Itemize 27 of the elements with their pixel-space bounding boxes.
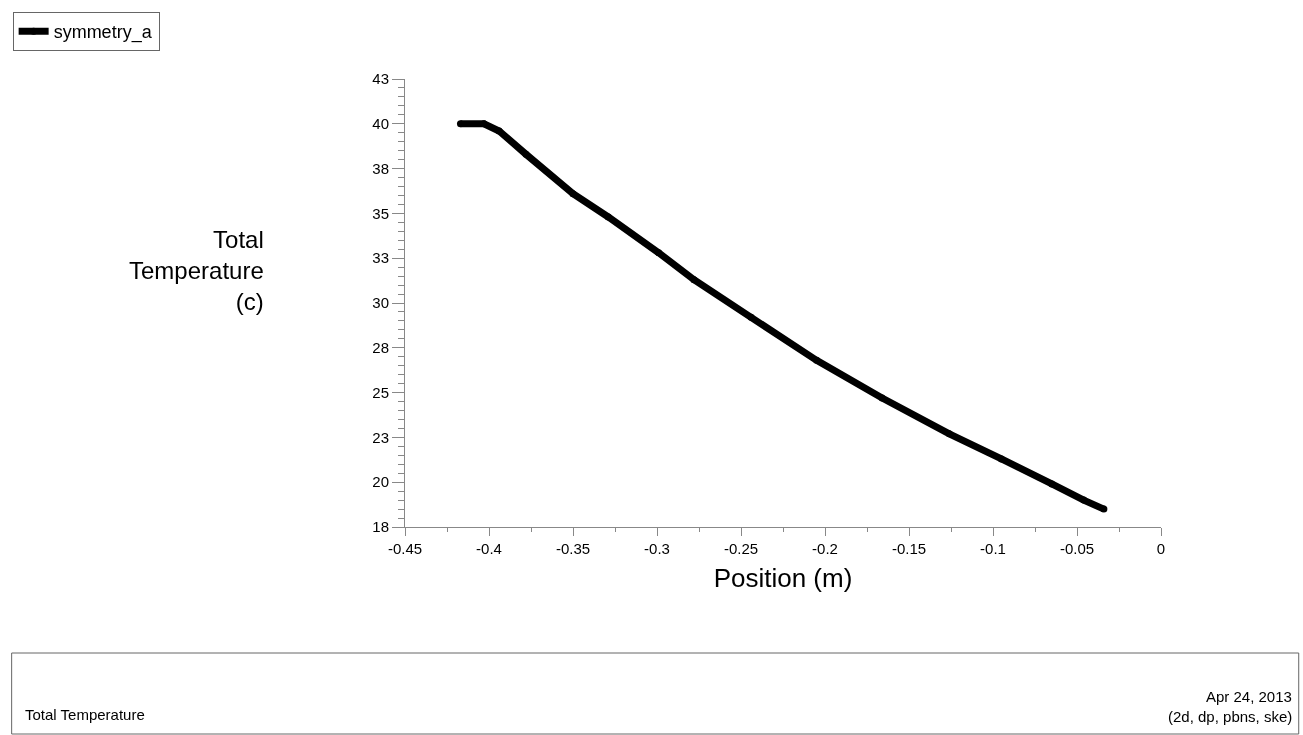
y-tick-label: 23 xyxy=(372,428,389,446)
y-tick-label: 38 xyxy=(372,159,389,177)
x-tick-label: -0.4 xyxy=(476,540,502,557)
y-tick-label: 28 xyxy=(372,339,389,357)
y-tick-label: 33 xyxy=(372,249,389,267)
x-axis-title: Position (m) xyxy=(713,562,853,593)
text: Total Temperature xyxy=(25,706,145,723)
text: (2d, dp, pbns, ske) xyxy=(1168,708,1293,725)
x-tick-label: -0.05 xyxy=(1059,540,1095,557)
y-tick-label: 43 xyxy=(372,70,389,88)
x-tick-label: -0.3 xyxy=(644,540,670,557)
x-tick-label: -0.25 xyxy=(723,540,759,557)
y-tick-label: 20 xyxy=(372,473,389,491)
y-tick-label: 18 xyxy=(372,518,389,536)
x-tick-label: -0.1 xyxy=(980,540,1006,557)
x-tick-label: -0.15 xyxy=(891,540,927,557)
y-tick-label: 40 xyxy=(372,115,389,133)
x-tick-label: -0.35 xyxy=(555,540,591,557)
y-tick-label: 35 xyxy=(372,204,389,222)
x-tick-label: -0.2 xyxy=(812,540,838,557)
x-tick-label: -0.45 xyxy=(387,540,423,557)
y-tick-label: 30 xyxy=(372,294,389,312)
y-axis-title: Total Temperature (c) xyxy=(129,226,264,316)
y-tick-label: 25 xyxy=(372,383,389,401)
x-tick-label: 0 xyxy=(1156,540,1166,557)
text: Apr 24, 2013 xyxy=(1206,688,1292,705)
legend-label: symmetry_a xyxy=(53,22,153,44)
